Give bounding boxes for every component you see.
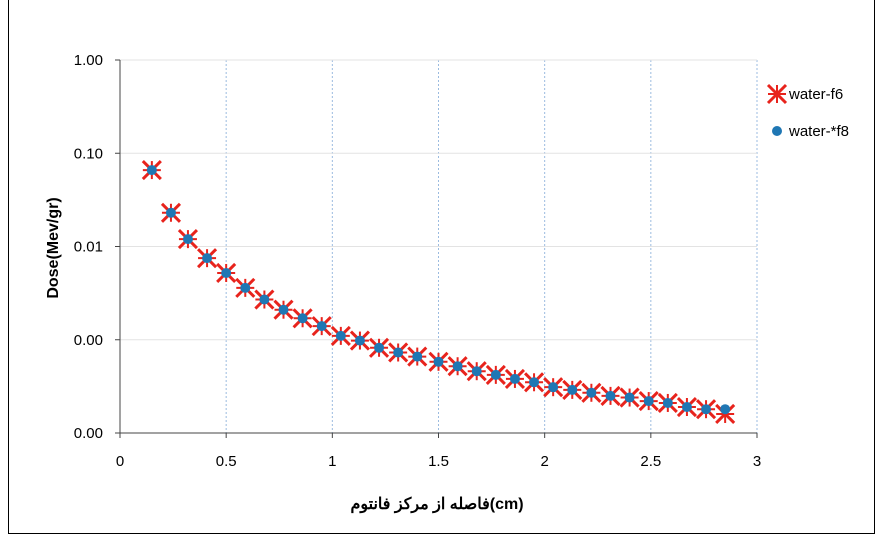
f8-point	[412, 351, 423, 362]
x-axis-title: فاصله از مرکز فانتوم(cm)	[350, 496, 523, 514]
f8-point	[433, 356, 444, 367]
f8-point	[509, 373, 520, 384]
f8-point	[681, 402, 692, 413]
y-tick-label: 0.00	[74, 332, 103, 349]
legend-marker-f8	[772, 126, 782, 136]
f8-point	[316, 321, 327, 332]
f8-point	[240, 282, 251, 293]
f8-point	[335, 330, 346, 341]
f8-point	[624, 392, 635, 403]
f8-point	[374, 342, 385, 353]
f8-point	[643, 396, 654, 407]
x-tick-label: 2	[540, 453, 548, 470]
f8-point	[548, 382, 559, 393]
y-tick-label: 0.01	[74, 239, 103, 256]
f8-point	[354, 335, 365, 346]
f8-point	[529, 377, 540, 388]
y-tick-label: 0.10	[74, 145, 103, 162]
f8-point	[182, 234, 193, 245]
f8-point	[393, 347, 404, 358]
f8-point	[701, 404, 712, 415]
f8-point	[490, 369, 501, 380]
legend-label: water-f6	[788, 86, 843, 103]
f8-point	[662, 397, 673, 408]
chart-frame	[8, 0, 875, 534]
f8-point	[278, 304, 289, 315]
f8-point	[165, 207, 176, 218]
y-tick-label: 1.00	[74, 52, 103, 69]
tick-labels: 0 0.5 1 1.5 2 2.5 3 0.00 0.00 0.01 0.10 1.00	[74, 52, 761, 470]
f8-point	[605, 390, 616, 401]
legend-marker-f6	[766, 83, 788, 105]
y-axis-title: Dose(Mev/gr)	[45, 197, 62, 298]
f8-point	[586, 387, 597, 398]
f8-point	[202, 253, 213, 264]
x-tick-label: 1.5	[428, 453, 449, 470]
x-tick-label: 0	[116, 453, 124, 470]
gridlines	[120, 59, 758, 433]
axes	[115, 59, 758, 438]
y-tick-label: 0.00	[74, 425, 103, 442]
f8-point	[146, 165, 157, 176]
f8-point	[720, 404, 731, 415]
legend: water-f6 water-*f8	[766, 83, 849, 140]
x-tick-label: 1	[328, 453, 336, 470]
f8-point	[567, 384, 578, 395]
x-tick-label: 3	[753, 453, 761, 470]
f8-point	[452, 361, 463, 372]
data-marks	[141, 160, 736, 425]
f8-point	[259, 294, 270, 305]
legend-label: water-*f8	[788, 123, 849, 140]
x-tick-label: 0.5	[216, 453, 237, 470]
f8-point	[471, 366, 482, 377]
f8-point	[221, 267, 232, 278]
x-tick-label: 2.5	[640, 453, 661, 470]
f8-point	[297, 313, 308, 324]
